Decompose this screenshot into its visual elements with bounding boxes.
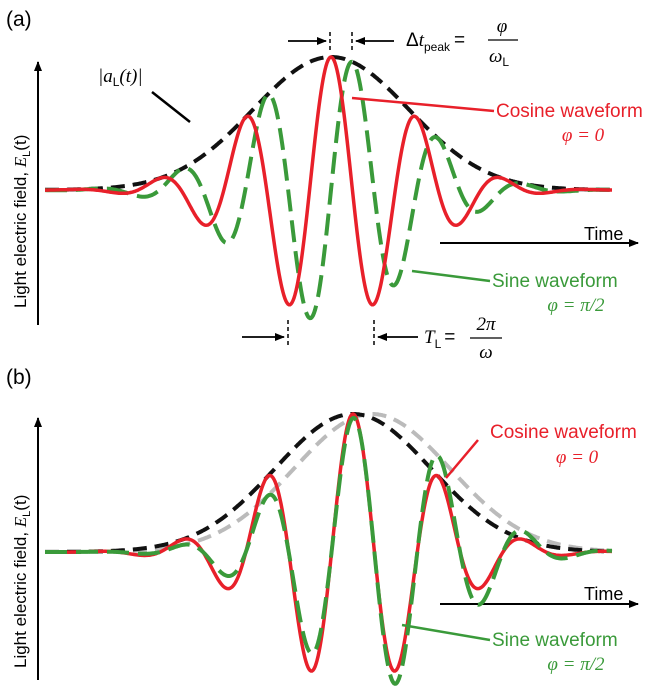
svg-text:TL=: TL = [424, 327, 455, 351]
panel-b-sine-pointer [401, 623, 491, 642]
panel-b-sine-phase: φ = π/2 [547, 654, 605, 675]
panel-a-time-label: Time [584, 224, 623, 244]
panel-b-sine-waveform [45, 415, 612, 686]
panel-a-delta-t-formula: Δtpeak = φ ωL [406, 16, 518, 69]
panel-a-cosine-name: Cosine waveform [496, 101, 643, 122]
panel-b-time-label: Time [584, 584, 623, 604]
panel-a-envelope-pointer [151, 91, 191, 123]
panel-a-sine-waveform [45, 59, 612, 321]
svg-text:φ: φ [497, 16, 508, 37]
panel-a-period-formula: TL = 2π ω [424, 314, 502, 363]
panel-a-envelope-label: |aL(t)| [98, 66, 143, 89]
panel-b: (b) Time Light electric field, EL(t) Cos… [6, 366, 639, 686]
panel-b-label: (b) [6, 366, 32, 389]
panel-b-sine-name: Sine waveform [492, 630, 618, 651]
panel-b-envelope-cosine [45, 412, 613, 554]
panel-a: (a) Time Light electric field, EL(t) |aL… [6, 8, 643, 363]
panel-b-y-label: Light electric field, EL(t) [11, 495, 33, 668]
panel-b-cosine-name: Cosine waveform [490, 422, 637, 443]
panel-a-sine-name: Sine waveform [492, 271, 618, 292]
svg-text:Δtpeak=: Δtpeak = [406, 30, 465, 54]
panel-a-sine-pointer [411, 269, 491, 283]
panel-a-cosine-pointer [351, 96, 495, 113]
panel-a-cosine-waveform [45, 55, 612, 307]
panel-a-label: (a) [6, 8, 32, 31]
svg-text:2π: 2π [476, 314, 496, 335]
panel-a-y-label: Light electric field, EL(t) [11, 135, 33, 308]
svg-text:ω: ω [479, 342, 492, 363]
panel-a-sine-phase: φ = π/2 [547, 295, 605, 316]
panel-b-cosine-pointer [445, 439, 479, 479]
svg-text:ωL: ωL [489, 46, 509, 69]
panel-b-cosine-phase: φ = 0 [556, 447, 599, 468]
panel-a-cosine-phase: φ = 0 [562, 125, 605, 146]
